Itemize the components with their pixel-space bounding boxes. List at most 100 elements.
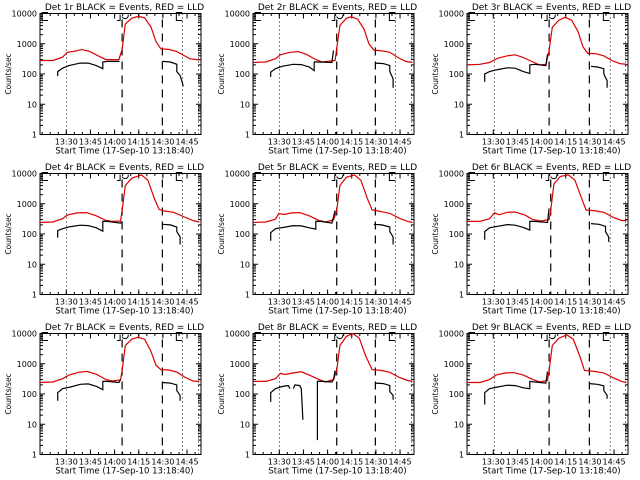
chart-title: Det 5r BLACK = Events, RED = LLD xyxy=(258,163,417,173)
x-tick-label: 13:45 xyxy=(79,458,102,467)
series-line-events xyxy=(270,210,336,241)
series-line-events xyxy=(162,381,181,401)
y-tick-label: 1 xyxy=(459,451,464,460)
x-tick-label: 14:45 xyxy=(603,138,626,147)
series-line-events xyxy=(316,370,336,441)
x-axis-label: Start Time (17-Sep-10 13:18:40) xyxy=(55,307,193,317)
y-tick-label: 1 xyxy=(459,131,464,140)
y-tick-label: 100 xyxy=(235,70,250,79)
chart-title: Det 1r BLACK = Events, RED = LLD xyxy=(45,3,204,13)
y-tick-label: 1000 xyxy=(444,360,464,369)
bracket-marker-icon xyxy=(41,12,48,21)
x-axis-label: Start Time (17-Sep-10 13:18:40) xyxy=(482,467,620,477)
plot-frame xyxy=(252,13,415,135)
series-line-events xyxy=(373,223,394,245)
x-tick-label: 14:30 xyxy=(578,458,601,467)
x-tick-label: 14:00 xyxy=(316,298,339,307)
y-tick-label: 10000 xyxy=(12,330,37,339)
x-tick-label: 14:15 xyxy=(554,138,577,147)
x-tick-label: 14:15 xyxy=(554,458,577,467)
series-line-events xyxy=(57,60,120,77)
series-line-lld xyxy=(252,16,413,64)
series-line-events xyxy=(590,223,610,242)
chart-title: Det 3r BLACK = Events, RED = LLD xyxy=(472,3,631,13)
chart-panel-det-4r: Det 4r BLACK = Events, RED = LLD 1 10 100 10… xyxy=(4,163,204,317)
y-tick-label: 10 xyxy=(27,260,37,269)
x-tick-label: 14:30 xyxy=(578,298,601,307)
y-axis-label: Counts/sec xyxy=(4,213,13,254)
end-marker-icon xyxy=(175,12,183,21)
x-tick-label: 14:30 xyxy=(578,138,601,147)
y-tick-label: 10 xyxy=(240,260,250,269)
end-marker-icon xyxy=(388,172,396,181)
y-tick-label: 1000 xyxy=(17,40,37,49)
chart-title: Det 9r BLACK = Events, RED = LLD xyxy=(472,323,631,333)
series-line-lld xyxy=(466,16,627,66)
y-axis-label: Counts/sec xyxy=(4,373,13,414)
y-axis-label: Counts/sec xyxy=(431,53,440,94)
y-axis-label: Counts/sec xyxy=(217,213,226,254)
x-tick-label: 13:45 xyxy=(506,458,529,467)
x-tick-label: 14:30 xyxy=(151,298,174,307)
y-tick-label: 10 xyxy=(454,100,464,109)
x-tick-label: 14:45 xyxy=(389,138,412,147)
series-line-lld xyxy=(39,336,200,384)
x-tick-label: 13:30 xyxy=(482,138,505,147)
series-line-events xyxy=(590,65,608,88)
x-tick-label: 13:45 xyxy=(79,138,102,147)
y-tick-label: 10000 xyxy=(439,170,464,179)
chart-title: Det 7r BLACK = Events, RED = LLD xyxy=(45,323,204,333)
x-tick-label: 13:30 xyxy=(268,298,291,307)
x-tick-label: 14:00 xyxy=(103,138,126,147)
plot-frame xyxy=(466,333,629,455)
x-tick-label: 14:00 xyxy=(530,298,553,307)
x-tick-label: 14:45 xyxy=(603,298,626,307)
series-line-lld xyxy=(467,174,627,222)
y-tick-label: 1000 xyxy=(230,40,250,49)
end-marker-icon xyxy=(602,12,610,21)
x-tick-label: 14:45 xyxy=(603,458,626,467)
x-tick-label: 13:30 xyxy=(482,298,505,307)
x-tick-label: 14:00 xyxy=(530,458,553,467)
y-axis-label: Counts/sec xyxy=(4,53,13,94)
chart-panel-det-3r: Det 3r BLACK = Events, RED = LLD 1 10 100 10… xyxy=(431,3,631,157)
x-tick-label: 13:45 xyxy=(506,298,529,307)
series-line-lld xyxy=(252,174,413,224)
x-tick-label: 13:45 xyxy=(79,298,102,307)
y-tick-label: 100 xyxy=(22,70,37,79)
x-tick-label: 14:45 xyxy=(176,138,199,147)
x-tick-label: 14:00 xyxy=(103,298,126,307)
plot-frame xyxy=(39,173,202,295)
x-tick-label: 14:15 xyxy=(127,458,150,467)
y-tick-label: 1 xyxy=(459,291,464,300)
series-line-events xyxy=(375,62,394,88)
start-marker-icon xyxy=(331,14,344,21)
y-tick-label: 100 xyxy=(22,230,37,239)
chart-panel-det-1r: Det 1r BLACK = Events, RED = LLD 1 10 100 10… xyxy=(4,3,204,157)
series-line-lld xyxy=(39,174,200,224)
y-tick-label: 10000 xyxy=(439,330,464,339)
bracket-marker-icon xyxy=(41,172,48,181)
chart-title: Det 2r BLACK = Events, RED = LLD xyxy=(258,3,417,13)
y-tick-label: 1 xyxy=(32,291,37,300)
x-tick-label: 14:30 xyxy=(364,458,387,467)
x-tick-label: 14:30 xyxy=(151,138,174,147)
y-tick-label: 1000 xyxy=(230,360,250,369)
plot-frame xyxy=(252,173,415,295)
series-line-events xyxy=(292,384,304,420)
x-tick-label: 14:15 xyxy=(340,138,363,147)
x-tick-label: 14:45 xyxy=(176,298,199,307)
series-line-events xyxy=(484,371,549,405)
plot-frame xyxy=(466,173,629,295)
series-line-lld xyxy=(467,334,627,384)
bracket-marker-icon xyxy=(468,332,475,341)
x-tick-label: 14:30 xyxy=(364,298,387,307)
plot-frame xyxy=(39,13,202,135)
x-tick-label: 14:00 xyxy=(530,138,553,147)
y-tick-label: 100 xyxy=(235,390,250,399)
start-marker-icon xyxy=(544,14,556,21)
bracket-marker-icon xyxy=(41,332,48,341)
end-marker-icon xyxy=(602,172,610,181)
bracket-marker-icon xyxy=(254,332,261,341)
y-tick-label: 100 xyxy=(22,390,37,399)
